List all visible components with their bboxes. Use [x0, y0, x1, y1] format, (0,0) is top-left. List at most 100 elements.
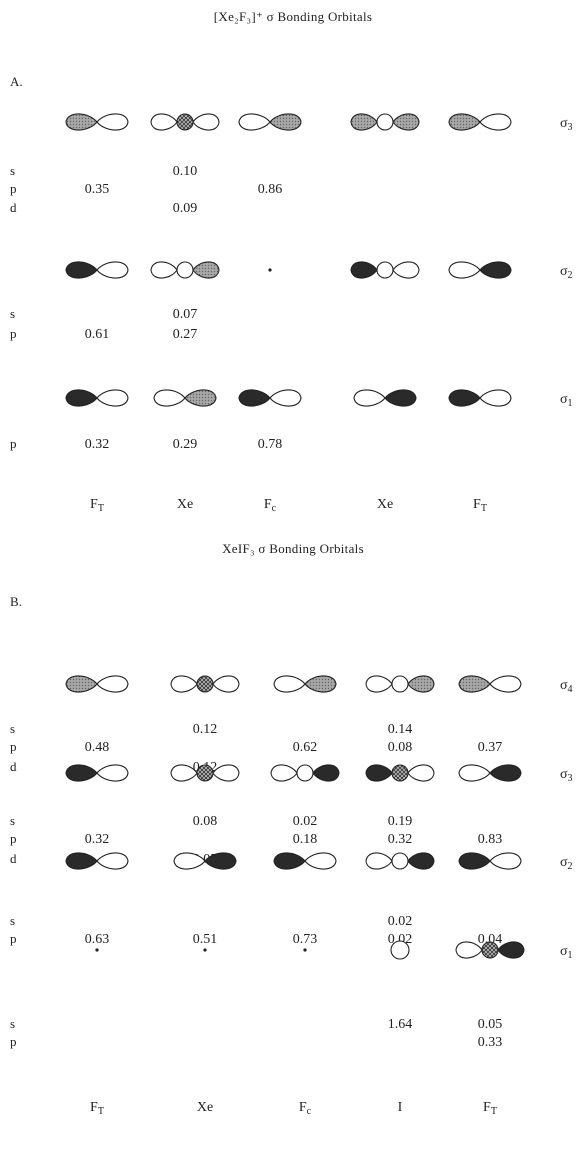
orbital-lobe: [304, 675, 337, 693]
row-type: s: [10, 721, 15, 736]
atom-symbol: Xe: [377, 497, 393, 512]
coefficient: 0.86: [258, 182, 283, 197]
coefficient: 0.32: [85, 437, 110, 452]
orbital-core: [296, 764, 314, 782]
atom-label: Xe: [377, 497, 393, 512]
orbital-lobe: [365, 675, 393, 693]
orbital-core: [376, 113, 394, 131]
coefficient: 0.02: [293, 814, 318, 829]
orbital-label: σ3: [560, 116, 573, 133]
orbital-index: 4: [568, 684, 573, 695]
node-dot: [203, 948, 207, 952]
orbital-lobe: [65, 261, 98, 279]
orbital-lobe: [350, 261, 378, 279]
orbital-lobe: [192, 113, 220, 131]
orbital-index: 1: [568, 950, 573, 961]
atom-label: FT: [90, 1100, 104, 1117]
node-dot: [95, 948, 99, 952]
section-label: A.: [10, 74, 23, 89]
orbital-index: 1: [568, 398, 573, 409]
atom-label: Fc: [299, 1100, 312, 1117]
orbital-lobe: [204, 852, 237, 870]
orbital-symbol: σ: [560, 944, 568, 959]
orbital-lobe: [150, 113, 178, 131]
orbital-symbol: σ: [560, 392, 568, 407]
coefficient: 0.12: [193, 722, 218, 737]
orbital-lobe: [407, 675, 435, 693]
orbital-lobe: [65, 675, 98, 693]
node-dot: [268, 268, 272, 272]
coefficient: 0.27: [173, 327, 198, 342]
orbital-lobe: [479, 113, 512, 131]
orbital-lobe: [170, 675, 198, 693]
orbital-lobe: [392, 113, 420, 131]
orbital-label: σ1: [560, 392, 573, 409]
orbital-index: 3: [568, 122, 573, 133]
row-type: s: [10, 1016, 15, 1031]
orbital-lobe: [65, 113, 98, 131]
orbital-lobe: [407, 852, 435, 870]
row-type: p: [10, 739, 17, 754]
row-type: p: [10, 181, 17, 196]
orbital-core: [196, 764, 214, 782]
orbital-lobe: [153, 389, 186, 407]
section-title: XeIF₃ σ Bonding Orbitals: [222, 541, 364, 556]
coefficient: 0.61: [85, 327, 110, 342]
atom-sub: c: [307, 1106, 312, 1117]
orbital-label: σ2: [560, 855, 573, 872]
section-label: B.: [10, 594, 22, 609]
node-dot: [303, 948, 307, 952]
orbital-core: [176, 113, 194, 131]
orbital-core: [391, 764, 409, 782]
coefficient: 0.62: [293, 740, 318, 755]
atom-sub: T: [481, 503, 487, 514]
row-type: s: [10, 813, 15, 828]
orbital-lobe: [184, 389, 217, 407]
orbital-core: [196, 675, 214, 693]
row-type: p: [10, 1034, 17, 1049]
coefficient: 0.05: [478, 1017, 503, 1032]
atom-symbol: F: [473, 497, 481, 512]
coefficient: 0.32: [85, 832, 110, 847]
orbital-symbol: σ: [560, 767, 568, 782]
coefficient: 0.29: [173, 437, 198, 452]
orbital-lobe: [273, 675, 306, 693]
orbital-lobe: [489, 852, 522, 870]
orbital-lobe: [212, 764, 240, 782]
orbital-lobe: [238, 113, 271, 131]
coefficient: 0.48: [85, 740, 110, 755]
orbital-lobe: [479, 261, 512, 279]
orbital-lobe: [455, 941, 483, 959]
orbital-core: [391, 852, 409, 870]
orbital-lobe: [96, 764, 129, 782]
orbital-lobe: [192, 261, 220, 279]
orbital-lobe: [448, 389, 481, 407]
atom-symbol: F: [483, 1100, 491, 1115]
atom-label: Xe: [177, 497, 193, 512]
orbital-label: σ2: [560, 264, 573, 281]
orbital-label: σ3: [560, 767, 573, 784]
row-type: s: [10, 913, 15, 928]
row-type: p: [10, 436, 17, 451]
coefficient: 0.73: [293, 932, 318, 947]
atom-sub: T: [98, 503, 104, 514]
atom-label: FT: [473, 497, 487, 514]
orbital-index: 2: [568, 861, 573, 872]
orbital-lobe: [479, 389, 512, 407]
row-type: d: [10, 759, 17, 774]
atom-sub: c: [272, 503, 277, 514]
orbital-s: [390, 940, 410, 960]
orbital-lobe: [312, 764, 340, 782]
orbital-lobe: [150, 261, 178, 279]
atom-label: FT: [483, 1100, 497, 1117]
coefficient: 0.33: [478, 1035, 503, 1050]
orbital-lobe: [65, 852, 98, 870]
orbital-lobe: [65, 764, 98, 782]
orbital-symbol: σ: [560, 116, 568, 131]
atom-symbol: Xe: [177, 497, 193, 512]
orbital-lobe: [96, 113, 129, 131]
orbital-lobe: [304, 852, 337, 870]
orbital-lobe: [365, 852, 393, 870]
orbital-symbol: σ: [560, 264, 568, 279]
